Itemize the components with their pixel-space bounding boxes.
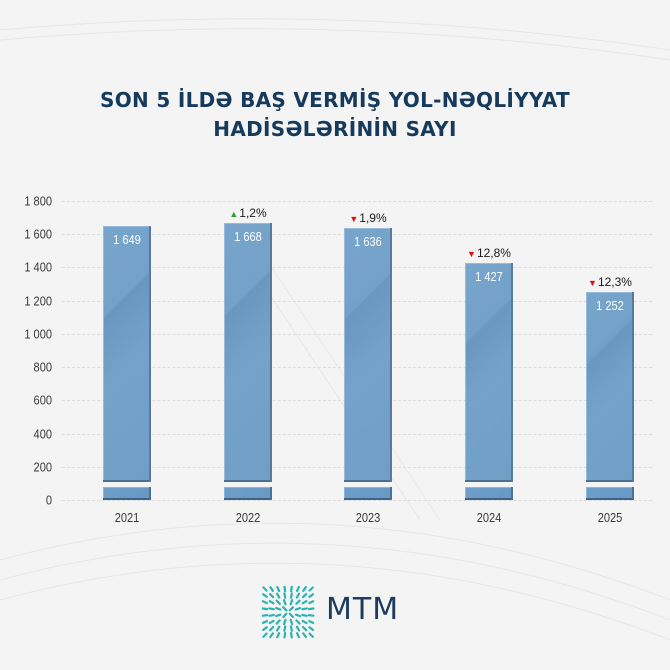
bar-value-label: 1 252 [596, 298, 624, 314]
bar-base-2022 [224, 487, 272, 500]
y-axis-tick: 1 000 [24, 326, 52, 342]
change-badge: ▲1,2% [213, 206, 283, 220]
bar-value-label: 1 427 [475, 268, 503, 284]
x-axis-tick: 2024 [476, 510, 502, 525]
bar-base-2023 [344, 487, 392, 500]
change-percent: 1,9% [359, 211, 387, 226]
triangle-down-icon: ▼ [349, 214, 359, 225]
triangle-down-icon: ▼ [467, 248, 476, 259]
change-badge: ▼12,3% [575, 275, 645, 289]
mtm-burst-icon [261, 585, 315, 639]
y-axis-tick: 800 [33, 359, 52, 375]
bar-value-label: 1 636 [354, 234, 382, 250]
y-axis-tick: 1 400 [24, 259, 52, 275]
y-axis-tick: 400 [33, 426, 52, 442]
change-percent: 12,8% [476, 245, 511, 260]
triangle-up-icon: ▲ [229, 208, 239, 219]
bar-2022 [224, 222, 272, 482]
title-line-2: HADİSƏLƏRİNİN SAYI [213, 117, 457, 141]
bar-2025 [586, 292, 634, 482]
change-badge: ▼12,8% [454, 246, 524, 260]
change-badge: ▼1,9% [333, 211, 403, 225]
gridline [62, 201, 652, 202]
bar-value-label: 1 668 [234, 228, 262, 244]
change-percent: 1,2% [239, 205, 267, 220]
y-axis-tick: 1 600 [24, 226, 52, 242]
change-percent: 12,3% [597, 275, 632, 290]
y-axis-tick: 0 [45, 492, 52, 508]
bar-base-2021 [103, 487, 151, 500]
logo-text: MTM [326, 592, 400, 627]
x-axis-tick: 2023 [355, 510, 381, 525]
bar-base-2024 [465, 487, 513, 500]
y-axis-tick: 600 [33, 392, 52, 408]
page-title: SON 5 İLDƏ BAŞ VERMİŞ YOL-NƏQLİYYAT HADİ… [0, 86, 670, 144]
x-axis-tick: 2021 [114, 510, 140, 525]
gridline [62, 500, 652, 501]
x-axis-tick: 2025 [597, 510, 623, 525]
bar-2024 [465, 262, 513, 482]
title-line-1: SON 5 İLDƏ BAŞ VERMİŞ YOL-NƏQLİYYAT [100, 88, 570, 112]
y-axis-tick: 200 [33, 459, 52, 475]
bar-2021 [103, 226, 151, 482]
x-axis-tick: 2022 [235, 510, 261, 525]
y-axis-tick: 1 200 [24, 293, 52, 309]
bar-2023 [344, 228, 392, 482]
bar-base-2025 [586, 487, 634, 500]
bar-value-label: 1 649 [113, 232, 141, 248]
y-axis-tick: 1 800 [24, 193, 52, 209]
triangle-down-icon: ▼ [588, 278, 597, 289]
